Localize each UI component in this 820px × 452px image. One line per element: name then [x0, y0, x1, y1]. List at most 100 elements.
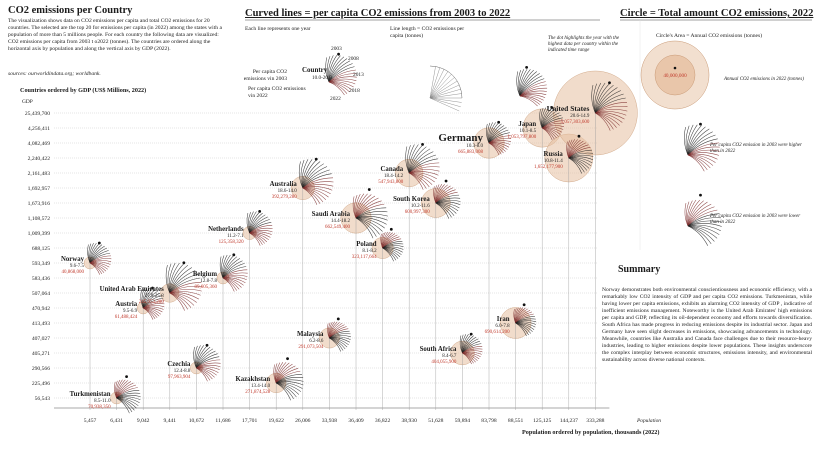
fan-line [276, 377, 304, 384]
country-range: 27.9-25.8 [145, 294, 165, 299]
country-range: 8.1-8.2 [362, 249, 377, 254]
fan-line [408, 144, 419, 174]
curves-legend-title: Curved lines = per capita CO2 emissions … [245, 8, 511, 19]
fan-line [302, 169, 330, 189]
higher-example-fan [684, 122, 720, 172]
fan-line [167, 263, 172, 294]
fan-line [302, 181, 334, 189]
length-line [429, 71, 449, 99]
country-name: Germany [438, 132, 483, 144]
country-total: 1,652,177,900 [534, 165, 563, 170]
country-total: 70,938,350 [88, 405, 111, 410]
length-line [429, 69, 445, 99]
fan-line [302, 173, 332, 189]
fan-line [355, 217, 377, 237]
country-fan [273, 357, 304, 401]
fan-line [116, 397, 130, 414]
x-tick-label: 333,288 [586, 418, 604, 424]
circle-area-text: Circle's Area = Annual CO2 emissions (to… [656, 33, 763, 39]
country-range: 12.8-7.8 [200, 279, 217, 284]
fan-line [302, 159, 317, 189]
fan-line [687, 213, 720, 227]
x-tick-label: 10,672 [189, 418, 205, 424]
country-range: 10.1-8.5 [520, 129, 537, 134]
country-name: United States [547, 104, 590, 113]
country-total: 245,053,200 [139, 300, 165, 305]
length-line [429, 67, 441, 99]
fan-line [687, 142, 720, 156]
fan-line [355, 197, 379, 219]
fan-line [302, 187, 318, 205]
fan-line [169, 288, 202, 294]
country-total: 89,605,360 [195, 285, 218, 290]
country-name: Japan [518, 121, 536, 128]
legend-example-fan [325, 52, 357, 96]
max-dot [286, 357, 289, 361]
country-range: 12.4-8.8 [174, 369, 191, 374]
x-tick-label: 11,686 [215, 418, 230, 424]
y-tick-label: 56,543 [35, 396, 51, 402]
fan-line [595, 112, 611, 131]
country-total: 547,943,800 [378, 180, 404, 185]
dot-example-fan [516, 65, 548, 107]
length-line [429, 77, 455, 99]
country-name: United Arab Emirates [100, 286, 165, 293]
fan-line [519, 95, 538, 107]
country-name: Poland [356, 241, 377, 248]
country-name: Kazakhstan [235, 376, 270, 383]
fan-line [355, 207, 387, 219]
fan-line [408, 151, 434, 174]
dot-explainer-text: The dot highlights the year with the hig… [548, 36, 620, 53]
country-total: 291,073,504 [298, 345, 324, 350]
fan-line [355, 194, 372, 219]
x-axis-tag: Population [636, 418, 661, 424]
fan-line [143, 307, 154, 320]
fan-line [249, 232, 261, 246]
country-fan [513, 303, 537, 337]
y-tick-label: 507,064 [32, 291, 50, 297]
legend-country-range: 10.0-20.0 [312, 75, 332, 81]
chart-axes: Countries ordered by GDP (US$ Millions, … [20, 87, 661, 436]
fan-line [301, 159, 309, 189]
length-line [429, 88, 461, 99]
fan-line [687, 131, 713, 156]
country-fan [352, 188, 388, 239]
x-tick-label: 38,930 [402, 418, 418, 424]
country-name: Canada [381, 166, 404, 173]
country-name: South Korea [393, 196, 430, 203]
max-dot [389, 227, 393, 231]
y-tick-label: 2,161,483 [28, 171, 51, 177]
country-range: 6.0-7.8 [495, 324, 510, 329]
max-dot [421, 142, 424, 146]
y-tick-label: 1,673,916 [28, 201, 51, 207]
length-line [429, 66, 436, 99]
x-tick-label: 9,441 [164, 418, 177, 424]
fan-line [302, 177, 334, 189]
country-fan [327, 317, 351, 352]
x-tick-label: 5,457 [84, 418, 97, 424]
legend-year-label: 2022 [330, 96, 341, 102]
max-dot [125, 375, 128, 378]
fan-line [222, 277, 235, 292]
fan-line [168, 262, 176, 294]
y-tick-label: 1,108,572 [28, 216, 51, 222]
fan-line [409, 171, 439, 176]
country-range: 8.4-6.7 [442, 354, 457, 359]
x-axis-title: Population ordered by population, thousa… [522, 429, 659, 436]
fan-line [169, 264, 189, 294]
fan-line [169, 270, 196, 294]
fan-line [355, 217, 383, 232]
fan-line [687, 220, 722, 227]
x-tick-label: 9,042 [137, 418, 150, 424]
fan-line [409, 172, 424, 190]
max-dot [258, 209, 262, 213]
fan-line [169, 285, 202, 294]
summary-body: Norway demonstrates both environmental c… [602, 287, 812, 363]
x-tick-label: 6,431 [110, 418, 123, 424]
country-fan [87, 241, 112, 275]
fan-line [687, 128, 710, 156]
fan-line [302, 163, 324, 189]
fan-line [595, 112, 625, 120]
max-dot [699, 122, 702, 126]
fan-line [408, 146, 427, 174]
